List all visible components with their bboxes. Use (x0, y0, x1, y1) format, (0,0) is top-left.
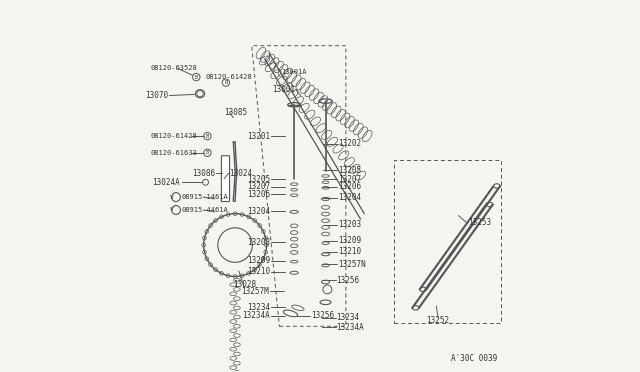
Text: B: B (195, 74, 198, 80)
Text: 13234: 13234 (247, 302, 270, 312)
Text: 13024A: 13024A (152, 178, 180, 187)
Text: 13209: 13209 (247, 256, 270, 265)
Text: 08120-61633: 08120-61633 (150, 150, 197, 156)
Text: 13207: 13207 (338, 175, 361, 184)
Text: 13207: 13207 (247, 182, 270, 191)
Text: 13210: 13210 (338, 247, 361, 256)
Text: 13001A: 13001A (281, 69, 307, 75)
Text: 08915-4461A: 08915-4461A (182, 207, 228, 213)
Text: 13205: 13205 (247, 175, 270, 184)
Text: 13257N: 13257N (338, 260, 365, 269)
FancyBboxPatch shape (221, 156, 230, 202)
Text: 13257M: 13257M (241, 287, 269, 296)
Text: 13209: 13209 (338, 236, 361, 245)
Text: 13256: 13256 (337, 276, 360, 285)
Text: 13234A: 13234A (243, 311, 270, 320)
Text: B: B (224, 80, 228, 85)
Text: 08120-61428: 08120-61428 (150, 133, 197, 139)
Text: 13028: 13028 (233, 280, 256, 289)
Text: 13070: 13070 (145, 91, 168, 100)
Text: V: V (170, 195, 173, 199)
Text: B: B (205, 150, 209, 155)
Text: B: B (205, 134, 209, 139)
Text: 13202: 13202 (338, 140, 361, 148)
Text: 13203: 13203 (338, 220, 361, 229)
Text: 13234A: 13234A (337, 323, 364, 331)
Text: 13201: 13201 (247, 132, 270, 141)
Text: 13206: 13206 (338, 182, 361, 191)
Text: 13024: 13024 (230, 169, 253, 177)
Text: 13085: 13085 (224, 108, 247, 117)
Text: 08120-61428: 08120-61428 (205, 74, 252, 80)
Text: 13204: 13204 (338, 193, 361, 202)
Text: 08915-1461A: 08915-1461A (182, 194, 228, 200)
Text: 13204: 13204 (247, 206, 270, 216)
Text: A'30C 0039: A'30C 0039 (451, 354, 497, 363)
Text: 13206: 13206 (247, 190, 270, 199)
Text: 13210: 13210 (247, 267, 270, 276)
Text: 13252: 13252 (427, 316, 450, 325)
Text: 13203: 13203 (247, 238, 270, 247)
Text: 13253: 13253 (468, 218, 491, 227)
Text: 13256: 13256 (311, 311, 334, 320)
Text: 13086: 13086 (191, 169, 215, 177)
Text: V: V (170, 208, 173, 212)
Text: 13205: 13205 (338, 166, 361, 175)
Text: 13001: 13001 (272, 85, 295, 94)
Text: 13234: 13234 (337, 313, 360, 322)
Text: 08120-63528: 08120-63528 (150, 65, 197, 71)
